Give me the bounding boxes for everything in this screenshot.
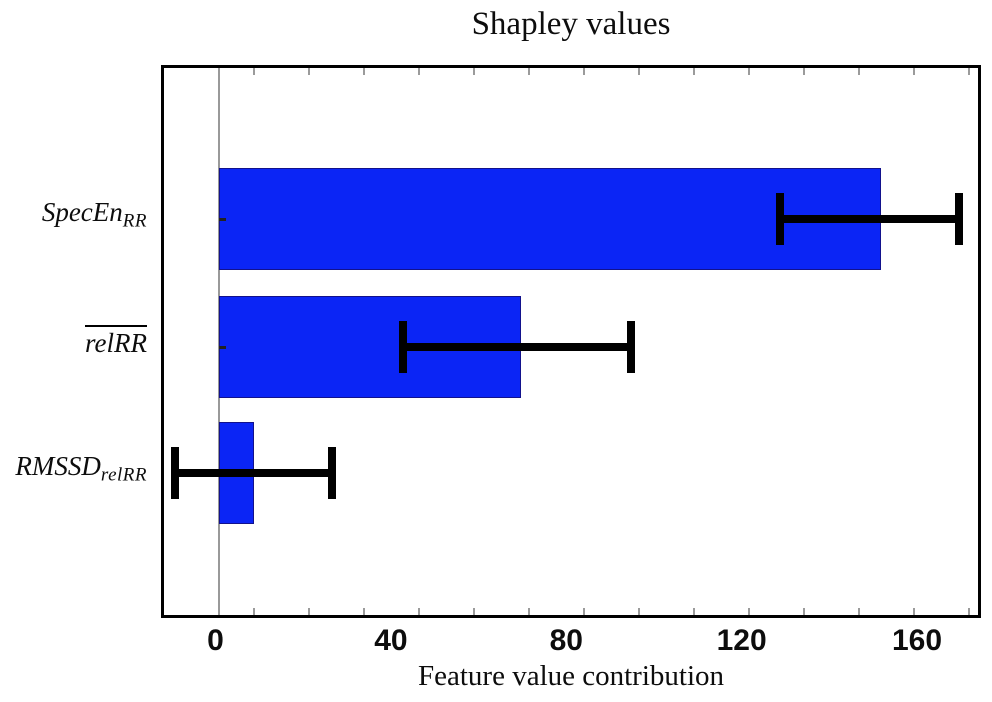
y-category-label-text: relRR: [85, 325, 147, 357]
y-axis-tick: [218, 345, 226, 349]
minor-tick-bottom: [803, 608, 805, 615]
minor-tick-bottom: [308, 608, 310, 615]
minor-tick-top: [913, 68, 915, 75]
minor-tick-bottom: [968, 608, 970, 615]
minor-tick-top: [253, 68, 255, 75]
minor-tick-top: [803, 68, 805, 75]
y-category-label-subscript: relRR: [100, 464, 147, 486]
error-bar-cap-left: [775, 193, 784, 245]
y-axis-tick: [218, 217, 226, 221]
minor-tick-bottom: [858, 608, 860, 615]
x-tick-label: 120: [716, 624, 767, 657]
minor-tick-bottom: [253, 608, 255, 615]
plot-area: [161, 65, 981, 618]
x-tick-label: 0: [207, 624, 224, 657]
y-category-label: relRR: [0, 325, 147, 359]
error-bar-cap-right: [328, 447, 337, 499]
y-category-label: RMSSDrelRR: [0, 451, 147, 486]
error-bar-line: [174, 469, 333, 477]
y-category-label-subscript: RR: [122, 210, 147, 232]
error-bar-line: [779, 215, 960, 223]
y-category-label: SpecEnRR: [0, 197, 147, 232]
minor-tick-bottom: [363, 608, 365, 615]
minor-tick-bottom: [913, 608, 915, 615]
minor-tick-bottom: [473, 608, 475, 615]
minor-tick-top: [583, 68, 585, 75]
minor-tick-top: [748, 68, 750, 75]
minor-tick-top: [858, 68, 860, 75]
minor-tick-top: [363, 68, 365, 75]
error-bar-cap-left: [170, 447, 179, 499]
minor-tick-bottom: [583, 608, 585, 615]
minor-tick-top: [693, 68, 695, 75]
y-category-label-text: SpecEnRR: [41, 197, 147, 232]
minor-tick-bottom: [693, 608, 695, 615]
bar: [218, 168, 881, 270]
y-category-label-text: RMSSDrelRR: [15, 451, 147, 486]
error-bar-cap-left: [398, 321, 407, 373]
minor-tick-top: [308, 68, 310, 75]
minor-tick-bottom: [638, 608, 640, 615]
x-axis-title: Feature value contribution: [417, 660, 724, 692]
x-tick-label: 80: [549, 624, 583, 657]
minor-tick-top: [418, 68, 420, 75]
x-tick-label: 40: [374, 624, 408, 657]
minor-tick-top: [473, 68, 475, 75]
chart-title: Shapley values: [471, 6, 671, 42]
minor-tick-bottom: [748, 608, 750, 615]
minor-tick-bottom: [418, 608, 420, 615]
minor-tick-top: [528, 68, 530, 75]
minor-tick-top: [638, 68, 640, 75]
minor-tick-bottom: [528, 608, 530, 615]
error-bar-cap-right: [626, 321, 635, 373]
error-bar-cap-right: [955, 193, 964, 245]
error-bar-line: [402, 343, 631, 351]
minor-tick-top: [968, 68, 970, 75]
x-tick-label: 160: [891, 624, 943, 657]
